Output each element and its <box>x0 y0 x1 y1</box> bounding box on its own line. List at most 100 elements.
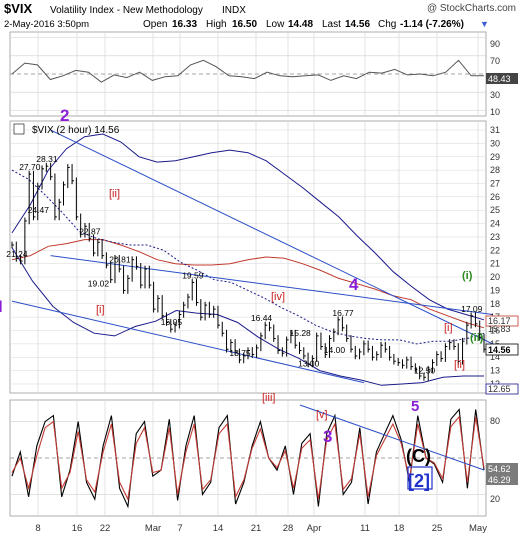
main-y-tick: 28 <box>490 165 500 175</box>
x-label: 16 <box>72 523 83 534</box>
x-label: 21 <box>251 523 262 534</box>
price-label: 14.00 <box>324 345 346 355</box>
wave-3: 3 <box>323 427 332 446</box>
price-label: 19.02 <box>88 278 110 288</box>
wave-ii: [ii] <box>109 188 120 200</box>
x-label: 8 <box>35 523 40 534</box>
price-label: 15.28 <box>290 328 312 338</box>
open-value: 16.33 <box>172 19 197 30</box>
datetime: 2-May-2016 3:50pm <box>4 19 89 30</box>
x-label: Apr <box>307 523 322 534</box>
main-y-tick: 25 <box>490 205 500 215</box>
chg-label: Chg <box>378 19 396 30</box>
top-last-box <box>486 73 518 84</box>
price-label: 16.77 <box>332 308 354 318</box>
left-wave-mark: I <box>0 297 3 316</box>
upper-band <box>11 133 485 321</box>
index-name: Volatility Index - New Methodology <box>50 5 203 16</box>
trendline-0 <box>50 129 493 345</box>
bottom-osc-line-1 <box>11 415 485 502</box>
top-tick-30: 30 <box>490 90 500 100</box>
price-label: 22.87 <box>79 226 101 236</box>
main-y-tick: 27 <box>490 179 500 189</box>
x-label: Mar <box>145 523 161 534</box>
last-value: 14.56 <box>345 19 370 30</box>
wave-v: [v] <box>316 409 328 421</box>
main-y-tick: 16 <box>490 326 500 336</box>
price-label: 28.31 <box>36 154 58 164</box>
x-label: 28 <box>283 523 294 534</box>
x-label: 22 <box>100 523 111 534</box>
ma-dotted <box>11 169 485 345</box>
main-panel-frame <box>9 120 487 394</box>
exchange: INDX <box>222 5 246 16</box>
top-tick-10: 10 <box>490 107 500 117</box>
price-label: 17.09 <box>461 304 483 314</box>
wave-green-i: (i) <box>462 270 473 282</box>
price-label: 20.81 <box>109 254 131 264</box>
chg-value: -1.14 (-7.26%) <box>400 19 464 30</box>
main-y-tick: 30 <box>490 138 500 148</box>
price-label: 16.05 <box>161 317 183 327</box>
bottom-red-box <box>486 463 518 474</box>
trendline-1 <box>50 255 493 315</box>
high-label: High <box>206 19 227 30</box>
gridlines <box>10 33 486 515</box>
bottom-red-value: 54.62 <box>488 464 511 474</box>
main-y-tick: 14 <box>490 352 500 362</box>
lower-box <box>485 383 519 395</box>
x-label: 7 <box>177 523 182 534</box>
price-label: 13.00 <box>298 359 320 369</box>
low-label: Low <box>266 19 285 30</box>
bottom-tick-80: 80 <box>490 416 500 426</box>
x-label: 25 <box>432 523 443 534</box>
down-arrow-icon: ▼ <box>480 19 489 29</box>
main-y-tick: 26 <box>490 192 500 202</box>
wave-i-late: [i] <box>444 322 453 334</box>
wave-5: 5 <box>411 398 419 415</box>
price-label: 16.44 <box>251 313 273 323</box>
wave-ii-late: [ii] <box>454 359 465 371</box>
last-price-value: 14.56 <box>488 345 511 355</box>
wave-iii: [iii] <box>262 392 275 404</box>
last-label: Last <box>322 19 341 30</box>
price-label: 27.70 <box>19 162 41 172</box>
high-value: 16.50 <box>232 19 257 30</box>
ma-red <box>11 239 485 329</box>
wave-i: [i] <box>96 304 105 316</box>
wave-iv: [iv] <box>271 291 285 303</box>
lower-value: 12.65 <box>488 384 511 394</box>
bottom-oscillator <box>11 404 485 509</box>
bottom-black-value: 46.29 <box>488 475 511 485</box>
copyright: @ StockCharts.com <box>427 3 516 14</box>
low-value: 14.48 <box>288 19 313 30</box>
price-label: 21.24 <box>6 249 28 259</box>
main-y-tick: 22 <box>490 245 500 255</box>
wave-green-ii: (ii) <box>470 332 484 344</box>
main-y-tick: 21 <box>490 259 500 269</box>
bottom-tick-20: 20 <box>490 494 500 504</box>
main-y-tick: 24 <box>490 219 500 229</box>
main-plot <box>11 129 493 386</box>
top-oscillator <box>11 59 484 83</box>
dotted-value: 15.83 <box>488 324 511 334</box>
main-y-tick: 18 <box>490 299 500 309</box>
price-label: 19.59 <box>182 270 204 280</box>
open-label: Open <box>143 19 167 30</box>
main-legend: $VIX (2 hour) 14.56 <box>32 125 120 136</box>
x-label: May <box>469 523 487 534</box>
price-label: 12.50 <box>414 365 436 375</box>
wave-C: (C) <box>406 446 431 466</box>
x-label: 18 <box>394 523 405 534</box>
price-label: 24.47 <box>28 205 50 215</box>
wave-2: 2 <box>60 106 69 125</box>
main-y-tick: 19 <box>490 285 500 295</box>
last-box <box>485 343 519 356</box>
main-y-tick: 13 <box>490 366 500 376</box>
ma-value: 16.17 <box>488 316 511 326</box>
main-y-tick: 31 <box>490 125 500 135</box>
lower-band <box>11 247 484 386</box>
